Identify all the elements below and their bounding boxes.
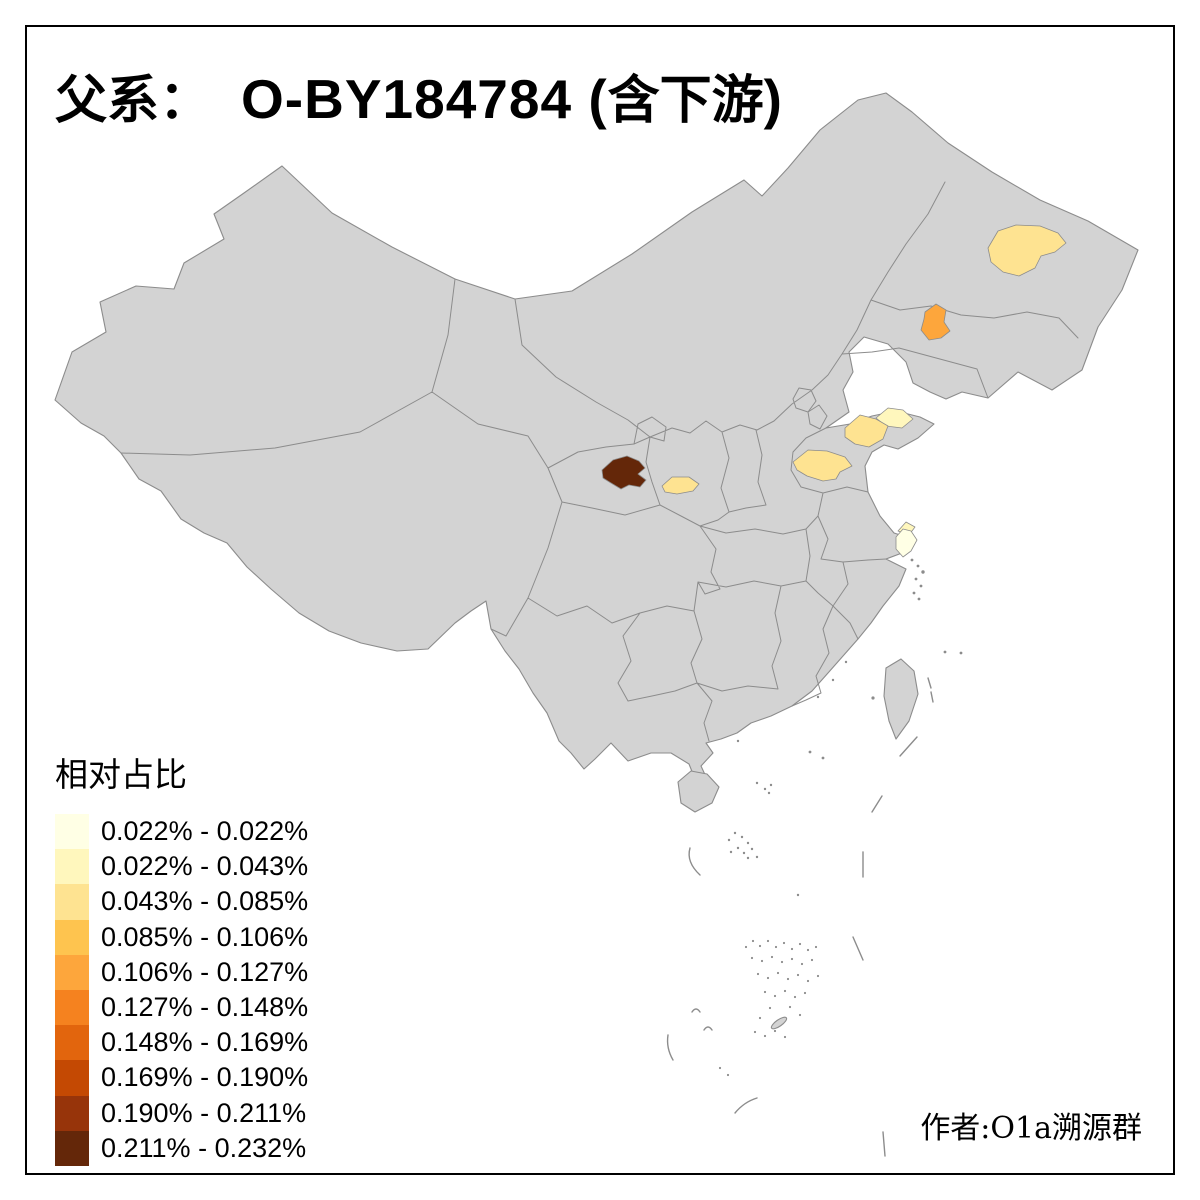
legend-row: 0.190% - 0.211% [55,1095,308,1131]
plot-frame-border [25,25,1175,1175]
legend-row: 0.085% - 0.106% [55,919,309,955]
legend-row: 0.169% - 0.190% [55,1060,309,1096]
hainan-island [678,771,719,812]
legend-label: 0.148% - 0.169% [101,1027,309,1058]
legend-swatch [55,1060,89,1096]
legend-swatch [55,1025,89,1061]
legend: 相对占比 0.022% - 0.022% 0.022% - 0.043% 0.043… [55,748,308,1166]
region-west-shaanxi [662,477,699,494]
legend-swatch [55,1130,89,1166]
legend-row: 0.148% - 0.169% [55,1025,309,1061]
legend-label: 0.085% - 0.106% [101,921,309,952]
legend-row: 0.022% - 0.022% [55,814,309,850]
legend-row: 0.211% - 0.232% [55,1130,308,1166]
legend-label: 0.022% - 0.022% [101,816,309,847]
legend-swatch [55,814,89,850]
legend-label: 0.211% - 0.232% [101,1132,307,1163]
legend-label: 0.022% - 0.043% [101,851,309,882]
legend-swatch [55,884,89,920]
legend-swatch [55,919,89,955]
legend-swatch [55,989,89,1026]
legend-row: 0.127% - 0.148% [55,989,309,1026]
legend-label: 0.169% - 0.190% [101,1062,309,1093]
legend-swatch [55,849,89,885]
region-southeast-gansu [602,456,646,489]
legend-label: 0.106% - 0.127% [101,956,309,987]
legend-label: 0.127% - 0.148% [101,992,309,1023]
region-suihua-heilongjiang [988,225,1066,276]
legend-label: 0.043% - 0.085% [101,886,309,917]
title-paren-close: ) [763,68,783,130]
legend-label: 0.190% - 0.211% [101,1097,307,1128]
legend-title: 相对占比 [55,755,187,794]
title-haplogroup-code: O-BY184784 ( [241,68,608,130]
author-credit: 作者:O1a溯源群 [920,1111,1142,1146]
page-title: 父系： O-BY184784 (含下游) [55,58,783,133]
title-cjk-prefix: 父系： [55,70,212,131]
region-shanghai-area [896,529,917,557]
taiwan-island [884,659,918,739]
legend-rows: 0.022% - 0.022% 0.022% - 0.043% 0.043% - 0… [55,814,308,1166]
region-changchun-jilin [921,304,950,340]
title-cjk-paren: 含下游 [607,70,764,131]
region-west-shandong [793,450,852,481]
legend-swatch [55,1095,89,1131]
legend-row: 0.043% - 0.085% [55,884,309,920]
region-qingdao-weifang-shandong [845,415,888,447]
sea-islands [668,558,963,1156]
province-borders [121,182,1078,741]
legend-row: 0.106% - 0.127% [55,954,309,990]
legend-row: 0.022% - 0.043% [55,849,309,885]
legend-swatch [55,954,89,990]
